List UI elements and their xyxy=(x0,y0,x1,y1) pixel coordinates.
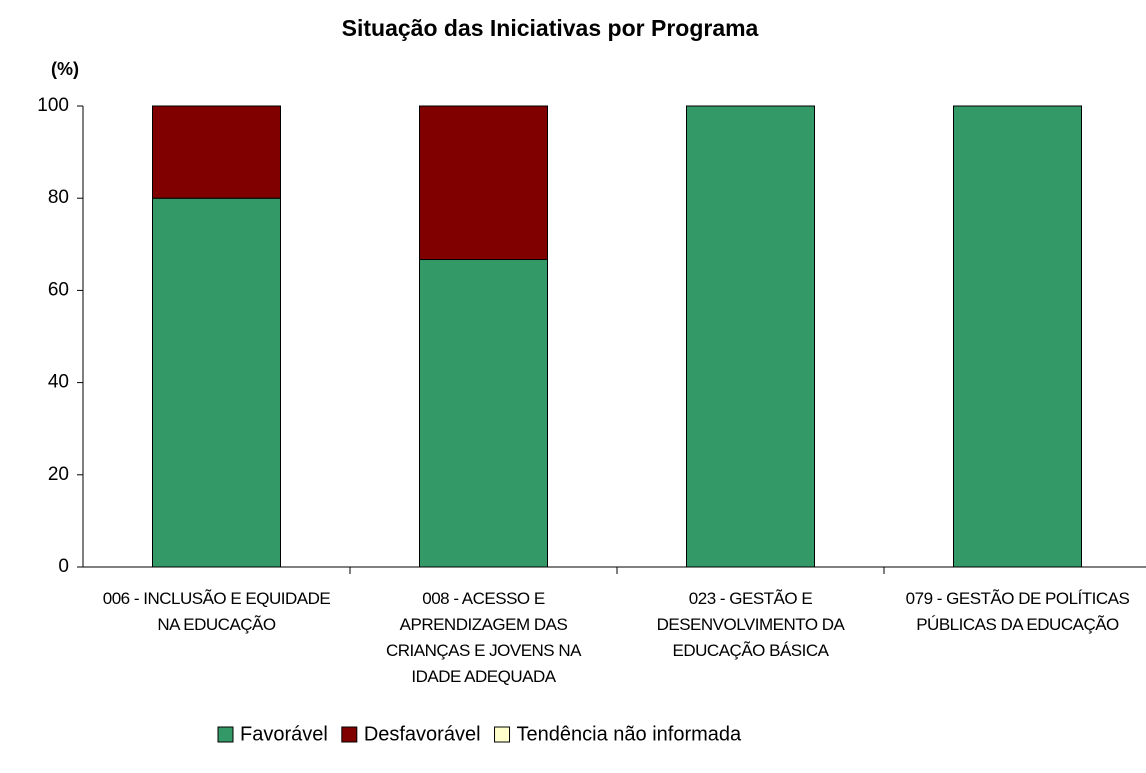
legend-swatch xyxy=(494,726,511,743)
bar-segment xyxy=(152,197,281,568)
x-tick-label: 079 - GESTÃO DE POLÍTICAS PÚBLICAS DA ED… xyxy=(905,589,1130,634)
bar-segment xyxy=(953,105,1082,568)
bar-segment xyxy=(419,105,548,261)
legend-label: Favorável xyxy=(240,723,328,745)
bar-segment xyxy=(152,105,281,199)
legend-swatch xyxy=(217,726,234,743)
legend-swatch xyxy=(341,726,358,743)
x-tick-label: 023 - GESTÃO E DESENVOLVIMENTO DA EDUCAÇ… xyxy=(656,589,845,660)
legend-label: Tendência não informada xyxy=(517,723,742,745)
y-axis-label: (%) xyxy=(51,59,79,79)
y-tick-label: 100 xyxy=(37,95,69,116)
y-tick-label: 80 xyxy=(48,187,69,208)
y-tick-label: 0 xyxy=(58,556,69,577)
y-tick-label: 40 xyxy=(48,372,69,393)
chart-title: Situação das Iniciativas por Programa xyxy=(342,15,759,41)
legend-label: Desfavorável xyxy=(364,723,481,745)
bar-segment xyxy=(419,259,548,568)
y-tick-label: 60 xyxy=(48,279,69,300)
x-tick-label: 006 - INCLUSÃO E EQUIDADE NA EDUCAÇÃO xyxy=(102,589,331,634)
y-tick-label: 20 xyxy=(48,464,69,485)
bar-segment xyxy=(686,105,815,568)
x-tick-label: 008 - ACESSO E APRENDIZAGEM DAS CRIANÇAS… xyxy=(386,589,582,686)
